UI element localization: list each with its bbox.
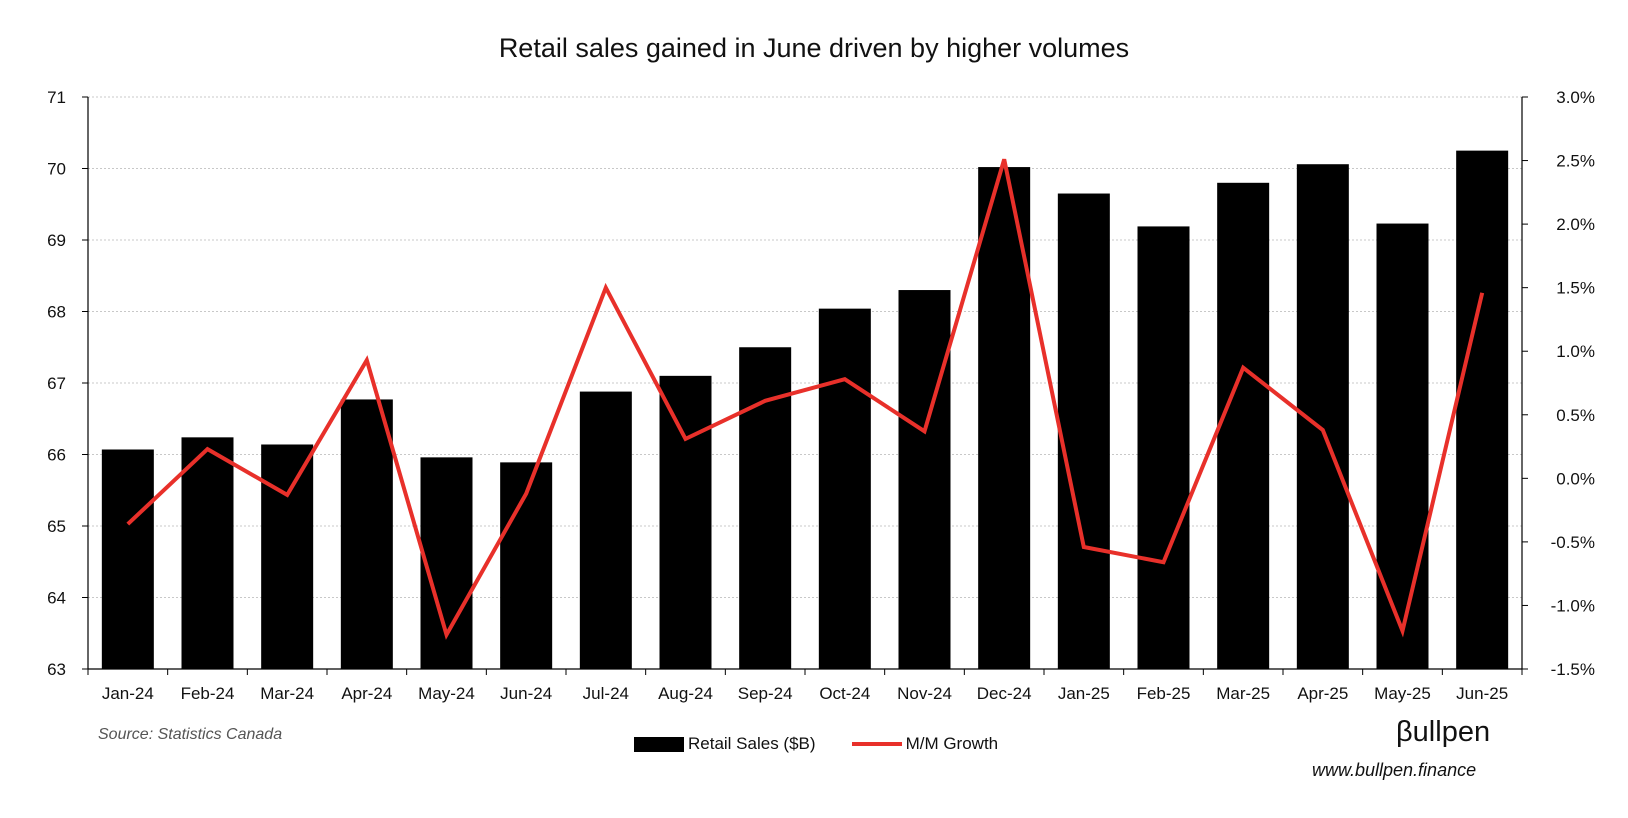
x-axis-tick-label: Sep-24 — [738, 684, 793, 703]
left-axis-tick-label: 68 — [47, 303, 66, 322]
bar — [659, 375, 712, 669]
left-axis-tick-label: 66 — [47, 446, 66, 465]
right-axis-tick-label: 3.0% — [1556, 88, 1595, 107]
bar — [579, 391, 632, 669]
bar — [1057, 193, 1110, 669]
bar — [1456, 150, 1509, 669]
left-axis-tick-label: 64 — [47, 589, 66, 608]
x-axis-tick-label: May-25 — [1374, 684, 1431, 703]
x-axis-tick-label: Jan-25 — [1058, 684, 1110, 703]
chart-title: Retail sales gained in June driven by hi… — [499, 33, 1129, 63]
legend-line-label: M/M Growth — [905, 734, 999, 753]
growth-line-path — [126, 158, 1485, 640]
left-axis-tick-label: 63 — [47, 660, 66, 679]
x-axis-tick-label: Feb-25 — [1137, 684, 1191, 703]
source-note: Source: Statistics Canada — [98, 726, 283, 743]
x-axis-tick-label: May-24 — [418, 684, 475, 703]
right-axis-tick-label: 1.0% — [1556, 342, 1595, 361]
bar — [818, 308, 871, 669]
left-axis-tick-label: 70 — [47, 160, 66, 179]
right-axis-tick-label: 0.5% — [1556, 406, 1595, 425]
left-axis-tick-label: 67 — [47, 374, 66, 393]
left-axis-tick-label: 71 — [47, 88, 66, 107]
x-axis-tick-label: Nov-24 — [897, 684, 952, 703]
x-axis-tick-label: Jun-25 — [1456, 684, 1508, 703]
legend-bar-swatch — [634, 736, 684, 752]
website-link[interactable]: www.bullpen.finance — [1312, 760, 1477, 780]
right-axis-tick-label: 2.0% — [1556, 215, 1595, 234]
legend-line-swatch — [851, 742, 902, 746]
x-axis-tick-label: Dec-24 — [977, 684, 1032, 703]
tick-labels: 63 64 65 66 67 68 69 70 71 -1.5% -1.0% -0.5% 0.0% 0.5… — [47, 88, 1595, 703]
right-axis-tick-label: 1.5% — [1556, 279, 1595, 298]
right-axis-tick-label: -0.5% — [1551, 533, 1595, 552]
bar — [1376, 223, 1429, 669]
x-axis-tick-label: Oct-24 — [819, 684, 870, 703]
bar — [1217, 182, 1270, 670]
bar — [101, 449, 154, 669]
axes — [82, 96, 1528, 675]
x-axis-tick-label: Apr-24 — [341, 684, 392, 703]
x-axis-tick-label: Apr-25 — [1297, 684, 1348, 703]
right-axis-tick-label: 0.0% — [1556, 469, 1595, 488]
x-axis-tick-label: Jul-24 — [583, 684, 629, 703]
x-axis-tick-label: Feb-24 — [181, 684, 235, 703]
bar — [898, 290, 951, 669]
left-axis-tick-label: 65 — [47, 517, 66, 536]
growth-line — [126, 158, 1485, 640]
gridlines — [88, 96, 1522, 598]
bar — [1137, 226, 1190, 670]
brand-logo: βullpen — [1396, 716, 1491, 748]
x-axis-tick-label: Aug-24 — [658, 684, 713, 703]
bar — [261, 444, 314, 669]
right-axis-tick-label: -1.5% — [1551, 660, 1595, 679]
bar — [181, 437, 234, 669]
legend-bar-label: Retail Sales ($B) — [688, 734, 816, 753]
x-axis-tick-label: Jun-24 — [500, 684, 552, 703]
left-axis-tick-label: 69 — [47, 231, 66, 250]
right-axis-tick-label: 2.5% — [1556, 152, 1595, 171]
x-axis-tick-label: Mar-25 — [1216, 684, 1270, 703]
legend: Retail Sales ($B) M/M Growth — [634, 734, 998, 754]
x-axis-tick-label: Jan-24 — [102, 684, 154, 703]
bar — [340, 399, 393, 669]
right-axis-tick-label: -1.0% — [1551, 596, 1595, 615]
x-axis-tick-label: Mar-24 — [260, 684, 314, 703]
